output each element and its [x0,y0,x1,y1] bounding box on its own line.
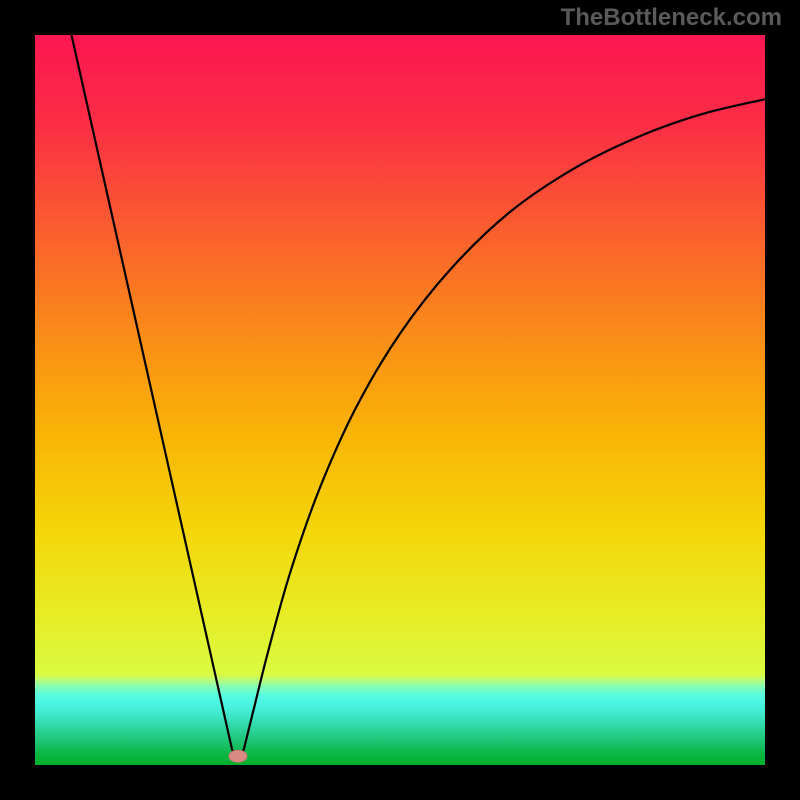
optimum-marker [229,750,247,762]
chart-canvas [0,0,800,800]
plot-background [35,35,765,765]
bottleneck-chart: TheBottleneck.com [0,0,800,800]
